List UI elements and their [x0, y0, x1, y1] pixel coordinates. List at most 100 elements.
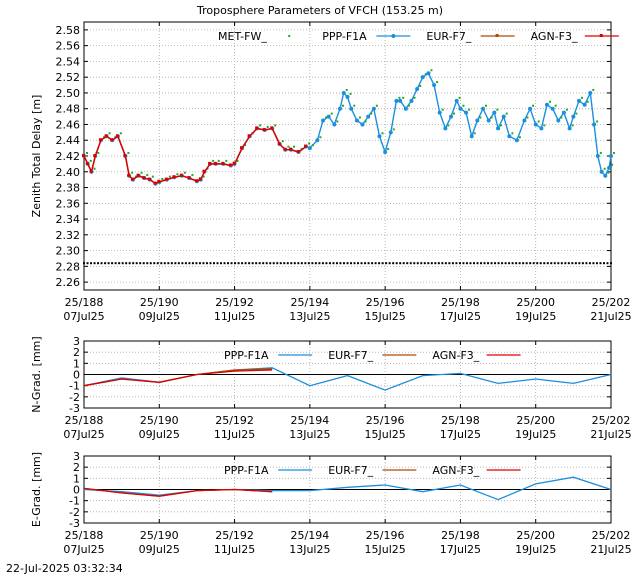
x-tick-label-date: 15Jul25 [365, 310, 406, 323]
legend-marker [599, 34, 603, 37]
y-tick-label: 2.34 [56, 213, 81, 226]
ppp-point [458, 106, 463, 111]
legend-label: AGN-F3_ [432, 464, 479, 477]
x-tick-label-doy: 25/192 [215, 296, 254, 309]
x-tick-label-doy: 25/192 [215, 529, 254, 542]
ppp-point [388, 130, 393, 135]
met-point [225, 159, 228, 162]
met-point [353, 262, 356, 265]
met-point [297, 262, 300, 265]
y-tick-label: 3 [73, 450, 80, 463]
met-point [399, 262, 402, 265]
met-point [160, 262, 163, 265]
met-point [353, 104, 356, 107]
x-tick-label-doy: 25/196 [366, 296, 405, 309]
x-tick-label-doy: 25/194 [291, 529, 330, 542]
met-point [262, 262, 265, 265]
ppp-point [545, 102, 550, 107]
timestamp: 22-Jul-2025 03:32:34 [6, 562, 123, 575]
met-point [536, 262, 539, 265]
met-point [398, 96, 401, 99]
met-point [265, 262, 268, 265]
met-point [595, 262, 598, 265]
x-tick-label-date: 19Jul25 [515, 310, 556, 323]
met-point [462, 262, 465, 265]
met-point [102, 136, 105, 139]
met-point [314, 262, 317, 265]
legend-marker [495, 34, 499, 37]
met-point [272, 262, 275, 265]
ppp-point [609, 154, 613, 158]
x-tick-label-date: 07Jul25 [63, 543, 104, 556]
ppp-point [528, 106, 533, 111]
met-point [407, 104, 410, 107]
met-point [419, 85, 422, 87]
met-point [504, 262, 507, 265]
met-point [458, 96, 461, 99]
agn-point [283, 147, 287, 151]
y-tick-label: 2 [73, 346, 80, 359]
met-point [163, 262, 166, 265]
legend-label: EUR-F7_ [426, 30, 471, 43]
met-point [487, 262, 490, 265]
ppp-point [522, 118, 527, 123]
y-tick-label: 2.42 [56, 150, 81, 163]
ppp-point [607, 165, 612, 170]
ppp-point [349, 106, 354, 111]
met-point [174, 262, 177, 265]
met-point [392, 262, 395, 265]
met-point [447, 124, 450, 127]
met-point [532, 262, 535, 265]
met-point [543, 262, 546, 265]
y-tick-label: 2.46 [56, 118, 81, 131]
met-point [529, 262, 532, 265]
met-point [485, 104, 488, 107]
met-point [385, 262, 388, 265]
y-tick-label: 2.38 [56, 182, 81, 195]
ppp-point [409, 98, 414, 103]
y-axis-label: E-Grad. [mm] [30, 452, 43, 527]
ppp-point [337, 106, 342, 111]
legend-label: EUR-F7_ [328, 349, 373, 362]
met-point [142, 262, 145, 265]
met-point [588, 262, 591, 265]
legend-label: PPP-F1A [224, 464, 269, 477]
ppp-point [592, 122, 597, 127]
met-point [565, 108, 568, 111]
met-point [526, 116, 529, 119]
legend-label: EUR-F7_ [328, 464, 373, 477]
agn-point [123, 154, 127, 157]
met-point [227, 262, 230, 265]
met-point [328, 262, 331, 265]
agn-point [98, 138, 102, 142]
met-point [458, 262, 461, 265]
met-point [97, 262, 100, 265]
ppp-point [394, 98, 399, 103]
y-tick-label: 2.48 [56, 103, 81, 116]
met-point [83, 262, 85, 265]
agn-point [208, 161, 212, 165]
x-tick-label-doy: 25/190 [140, 529, 179, 542]
met-point [311, 262, 314, 265]
met-point [308, 142, 311, 145]
met-point [220, 262, 223, 265]
met-point [537, 120, 540, 123]
met-point [437, 262, 440, 265]
met-point [266, 125, 269, 128]
agn-point [187, 176, 191, 180]
met-point [430, 69, 433, 72]
met-point [244, 144, 247, 147]
ppp-point [507, 134, 512, 139]
met-point [532, 104, 535, 107]
met-point [108, 132, 111, 135]
met-point [525, 262, 528, 265]
ppp-point [443, 126, 448, 131]
x-tick-label-doy: 25/190 [140, 296, 179, 309]
met-point [381, 132, 384, 135]
x-tick-label-doy: 25/200 [516, 296, 555, 309]
met-point [505, 112, 508, 115]
met-point [462, 104, 465, 107]
met-point [151, 175, 154, 178]
x-tick-label-date: 07Jul25 [63, 428, 104, 441]
met-point [518, 136, 521, 139]
